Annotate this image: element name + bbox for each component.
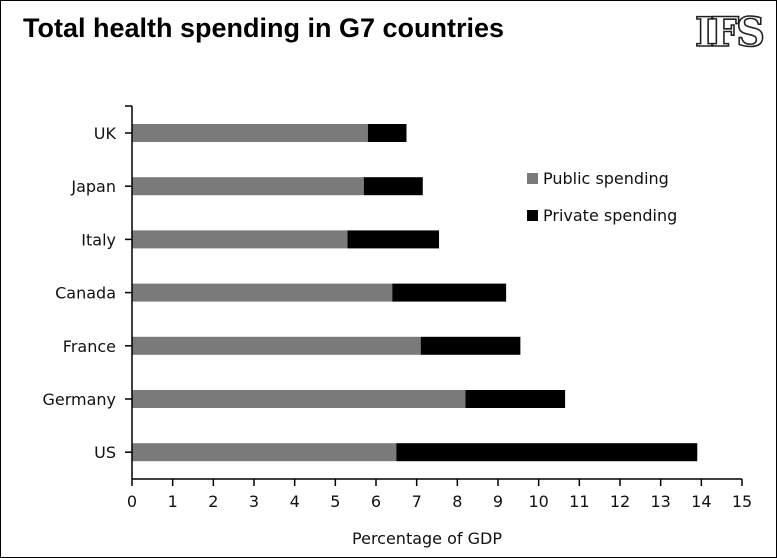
bar-japan-private [363,177,423,196]
bar-italy-private [347,230,440,249]
bar-france-public [132,336,421,355]
x-tick-label-8: 8 [452,492,462,511]
bar-uk-private [367,124,407,142]
x-tick-label-15: 15 [732,492,752,511]
legend-swatch-public [527,173,538,184]
category-label-canada: Canada [55,284,116,303]
bar-us-private [396,443,698,462]
legend: Public spending Private spending [527,169,677,225]
x-tick-label-11: 11 [569,492,589,511]
bar-italy-public [132,230,348,249]
x-tick-label-4: 4 [290,492,300,511]
category-label-uk: UK [94,124,117,143]
x-axis-title: Percentage of GDP [352,529,502,548]
category-label-france: France [63,337,116,356]
ifs-logo: IFS [694,9,766,56]
bar-germany-public [132,390,466,408]
x-tick-label-7: 7 [412,492,422,511]
bar-france-private [420,336,521,355]
category-label-us: US [94,443,116,462]
legend-label-public: Public spending [543,169,669,188]
x-tick-label-13: 13 [650,492,670,511]
x-tick-label-9: 9 [493,492,503,511]
x-tick-label-2: 2 [208,492,218,511]
x-tick-label-12: 12 [610,492,630,511]
x-tick-label-10: 10 [528,492,548,511]
x-tick-label-0: 0 [127,492,137,511]
category-label-italy: Italy [81,230,116,249]
x-tick-label-5: 5 [330,492,340,511]
x-tick-label-14: 14 [691,492,711,511]
category-label-germany: Germany [42,390,116,409]
x-tick-label-3: 3 [249,492,259,511]
bar-canada-private [392,283,507,302]
bar-canada-public [132,283,393,302]
x-tick-label-6: 6 [371,492,381,511]
legend-label-private: Private spending [543,206,677,225]
bar-us-public [132,443,397,462]
legend-swatch-private [527,210,538,221]
x-tick-label-1: 1 [168,492,178,511]
bar-uk-public [132,124,368,142]
bar-germany-private [465,390,566,408]
chart-title: Total health spending in G7 countries [23,13,505,43]
category-label-japan: Japan [70,177,116,196]
bar-layer [132,124,698,462]
bar-japan-public [132,177,364,196]
